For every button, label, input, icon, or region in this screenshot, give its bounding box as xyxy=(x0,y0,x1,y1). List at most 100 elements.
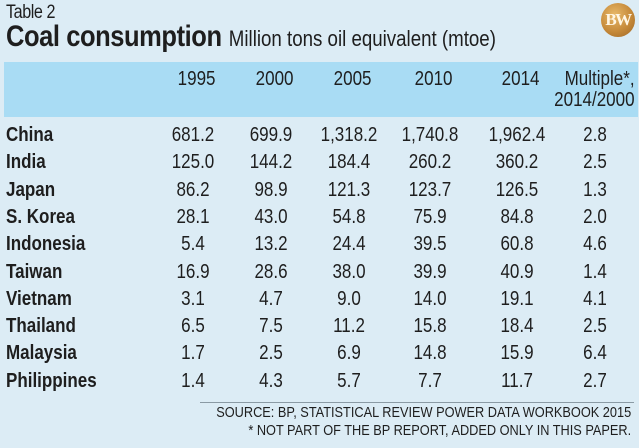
title-row: Coal consumption Million tons oil equiva… xyxy=(6,20,496,54)
value-cell: 39.9 xyxy=(413,260,447,283)
value-cell: 38.0 xyxy=(332,260,366,283)
country-label: Malaysia xyxy=(6,342,77,365)
column-header: 1995 xyxy=(177,69,215,90)
value-cell: 6.9 xyxy=(337,342,361,365)
column-header-line: 2014 xyxy=(501,68,539,90)
column-header: 2014 xyxy=(501,69,539,90)
value-cell: 2.8 xyxy=(583,124,607,146)
value-cell: 16.9 xyxy=(176,260,210,283)
column-header-line: 2014/2000 xyxy=(554,89,635,111)
country-label: Philippines xyxy=(6,369,97,392)
value-cell: 2.7 xyxy=(583,369,607,392)
country-label: China xyxy=(6,124,54,146)
value-cell: 4.7 xyxy=(259,287,283,310)
value-cell: 5.4 xyxy=(181,233,205,256)
value-cell: 1,740.8 xyxy=(401,124,459,146)
value-cell: 1.7 xyxy=(181,342,205,365)
value-cell: 1.4 xyxy=(181,369,205,392)
table-header-band xyxy=(4,62,638,117)
table-label: Table 2 xyxy=(6,2,56,23)
value-cell: 13.2 xyxy=(254,233,288,256)
value-cell: 19.1 xyxy=(500,287,534,310)
table-row: Taiwan 16.9 28.6 38.0 39.9 40.9 1.4 xyxy=(0,259,639,286)
value-cell: 28.6 xyxy=(254,260,288,283)
column-header: 2010 xyxy=(414,69,452,90)
table-row: India 125.0 144.2 184.4 260.2 360.2 2.5 xyxy=(0,149,639,176)
value-cell: 144.2 xyxy=(249,151,293,174)
country-label: Indonesia xyxy=(6,233,86,256)
value-cell: 1.3 xyxy=(583,178,607,201)
source-note: SOURCE: BP, STATISTICAL REVIEW POWER DAT… xyxy=(216,404,631,440)
value-cell: 98.9 xyxy=(254,178,288,201)
column-header: Multiple*, 2014/2000 xyxy=(555,69,635,111)
value-cell: 18.4 xyxy=(500,315,534,338)
value-cell: 260.2 xyxy=(408,151,452,174)
value-cell: 2.0 xyxy=(583,205,607,228)
footer-divider xyxy=(200,402,634,403)
column-header-line: Multiple*, xyxy=(565,68,635,90)
column-header-line: 2000 xyxy=(255,68,293,90)
table-row: S. Korea 28.1 43.0 54.8 75.9 84.8 2.0 xyxy=(0,204,639,231)
country-label: India xyxy=(6,151,46,174)
value-cell: 123.7 xyxy=(408,178,452,201)
value-cell: 184.4 xyxy=(327,151,371,174)
value-cell: 1,962.4 xyxy=(488,124,546,146)
country-label: Japan xyxy=(6,178,56,201)
country-label: Thailand xyxy=(6,315,76,338)
value-cell: 5.7 xyxy=(337,369,361,392)
value-cell: 360.2 xyxy=(495,151,539,174)
value-cell: 24.4 xyxy=(332,233,366,256)
value-cell: 14.0 xyxy=(413,287,447,310)
value-cell: 84.8 xyxy=(500,205,534,228)
column-header-line: 2005 xyxy=(333,68,371,90)
value-cell: 60.8 xyxy=(500,233,534,256)
value-cell: 11.7 xyxy=(501,369,533,392)
value-cell: 40.9 xyxy=(500,260,534,283)
table-row: Malaysia 1.7 2.5 6.9 14.8 15.9 6.4 xyxy=(0,340,639,367)
table-row: Japan 86.2 98.9 121.3 123.7 126.5 1.3 xyxy=(0,177,639,204)
table-row: Thailand 6.5 7.5 11.2 15.8 18.4 2.5 xyxy=(0,313,639,340)
value-cell: 3.1 xyxy=(181,287,205,310)
value-cell: 4.3 xyxy=(259,369,283,392)
value-cell: 699.9 xyxy=(249,124,293,146)
value-cell: 15.8 xyxy=(413,315,447,338)
value-cell: 54.8 xyxy=(332,205,366,228)
value-cell: 2.5 xyxy=(259,342,283,365)
chart-subtitle: Million tons oil equivalent (mtoe) xyxy=(228,26,496,51)
column-header-line: 2010 xyxy=(414,68,452,90)
value-cell: 11.2 xyxy=(333,315,365,338)
country-label: S. Korea xyxy=(6,205,75,228)
value-cell: 1.4 xyxy=(583,260,607,283)
value-cell: 28.1 xyxy=(176,205,210,228)
value-cell: 121.3 xyxy=(327,178,371,201)
country-label: Vietnam xyxy=(6,287,72,310)
source-line: SOURCE: BP, STATISTICAL REVIEW POWER DAT… xyxy=(216,404,631,421)
value-cell: 2.5 xyxy=(583,315,607,338)
table-row: Philippines 1.4 4.3 5.7 7.7 11.7 2.7 xyxy=(0,368,639,395)
value-cell: 43.0 xyxy=(254,205,288,228)
column-header: 2005 xyxy=(333,69,371,90)
value-cell: 86.2 xyxy=(176,178,210,201)
value-cell: 4.1 xyxy=(583,287,607,310)
value-cell: 4.6 xyxy=(583,233,607,256)
value-cell: 7.5 xyxy=(259,315,283,338)
value-cell: 75.9 xyxy=(413,205,447,228)
column-header: 2000 xyxy=(255,69,293,90)
value-cell: 15.9 xyxy=(500,342,534,365)
country-label: Taiwan xyxy=(6,260,63,283)
value-cell: 7.7 xyxy=(418,369,442,392)
value-cell: 2.5 xyxy=(583,151,607,174)
table-row: Vietnam 3.1 4.7 9.0 14.0 19.1 4.1 xyxy=(0,286,639,313)
value-cell: 6.5 xyxy=(181,315,205,338)
chart-title: Coal consumption xyxy=(6,20,222,53)
value-cell: 9.0 xyxy=(337,287,361,310)
value-cell: 125.0 xyxy=(171,151,215,174)
value-cell: 6.4 xyxy=(583,342,607,365)
value-cell: 39.5 xyxy=(413,233,447,256)
bw-logo-icon: BW xyxy=(601,3,635,37)
table-row: China 681.2 699.9 1,318.2 1,740.8 1,962.4 2.8 xyxy=(0,122,639,149)
table-row: Indonesia 5.4 13.2 24.4 39.5 60.8 4.6 xyxy=(0,231,639,258)
value-cell: 126.5 xyxy=(495,178,539,201)
footnote-line: * NOT PART OF THE BP REPORT, ADDED ONLY … xyxy=(248,422,632,439)
value-cell: 14.8 xyxy=(413,342,447,365)
